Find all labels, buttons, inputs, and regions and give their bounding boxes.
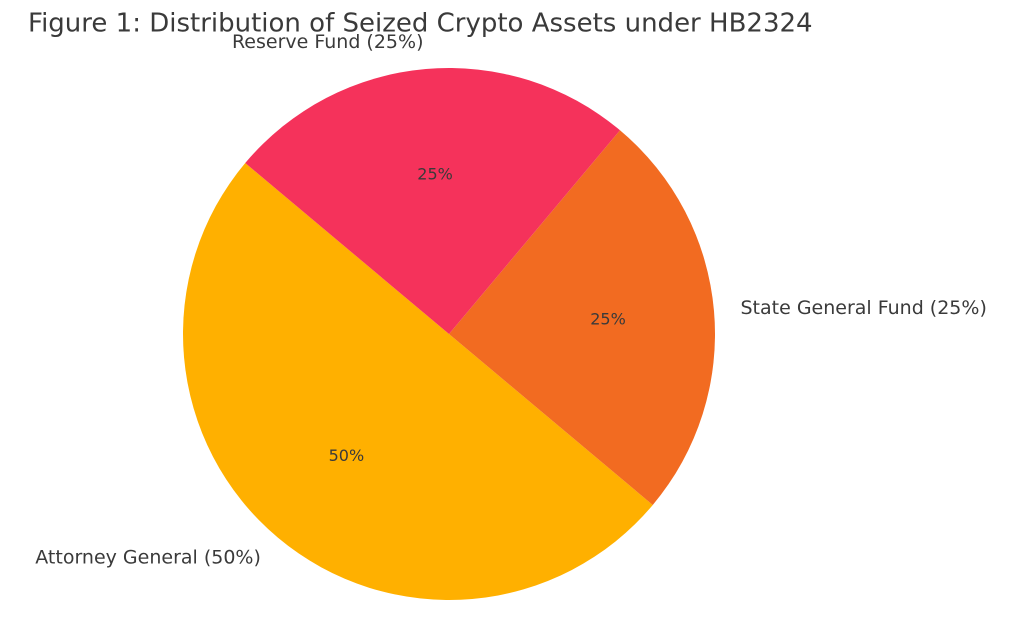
- pie-slice: [183, 163, 653, 601]
- value-label: 25%: [417, 165, 453, 184]
- slice-label: Attorney General (50%): [35, 547, 261, 569]
- pie-slice: [245, 68, 620, 334]
- value-label: 25%: [590, 310, 626, 329]
- slice-label: State General Fund (25%): [740, 297, 986, 319]
- value-label: 50%: [329, 446, 365, 465]
- chart-title: Figure 1: Distribution of Seized Crypto …: [28, 9, 813, 39]
- pie-slice: [449, 130, 715, 505]
- slice-label: Reserve Fund (25%): [232, 31, 424, 53]
